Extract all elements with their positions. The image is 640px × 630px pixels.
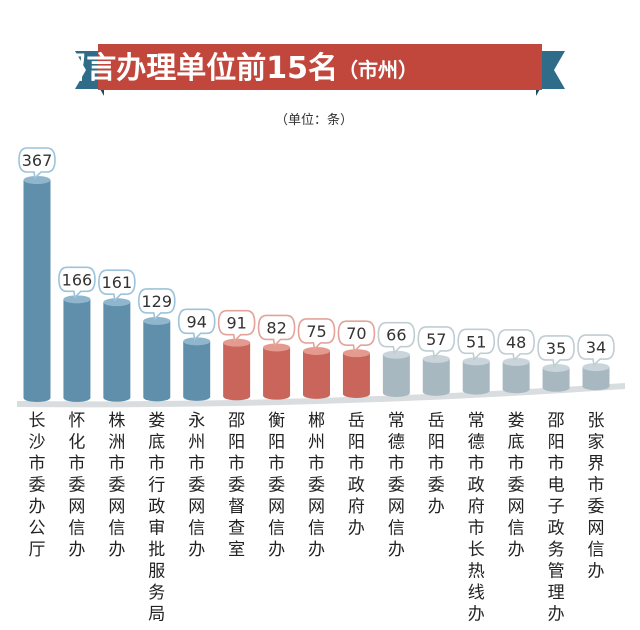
value-bubble (497, 329, 535, 362)
category-label: 衡阳市委网信办 (268, 411, 285, 560)
value-label: 161 (102, 273, 133, 292)
bars (23, 176, 610, 402)
category-label: 株洲市委网信办 (108, 411, 125, 560)
bar-top (263, 343, 291, 352)
bar (223, 342, 251, 401)
category-label: 张家界市委网信办 (588, 411, 605, 582)
value-label: 66 (386, 326, 406, 345)
value-bubble (177, 308, 216, 341)
title-banner: 留言办理单位前15名 （市州） (56, 44, 565, 96)
bar (422, 358, 450, 396)
bar (23, 180, 51, 402)
value-label: 82 (266, 318, 286, 337)
bar (183, 341, 211, 401)
value-label: 57 (426, 330, 446, 349)
value-bubble (417, 326, 456, 359)
bar-top (542, 363, 570, 372)
value-bubble (217, 309, 256, 343)
base-shadow (17, 383, 625, 408)
bar-top (23, 176, 51, 184)
value-bubble (537, 335, 575, 368)
category-label: 常德市政府市长热线办 (468, 411, 485, 625)
bar (263, 347, 291, 400)
value-label: 91 (226, 314, 246, 333)
bar (103, 302, 131, 402)
bar (342, 353, 370, 398)
value-bubble (297, 318, 336, 351)
bar-top (502, 357, 530, 366)
bar-top (422, 354, 450, 363)
bar (582, 367, 610, 391)
category-label: 长沙市委办公厅 (29, 411, 46, 560)
category-label: 邵阳市委督查室 (228, 411, 245, 560)
ribbon-left (75, 51, 104, 89)
bar (143, 320, 171, 402)
value-bubble (377, 321, 416, 355)
value-label: 70 (346, 324, 366, 343)
value-labels: 367 166 161 129 94 91 82 75 70 66 57 51 48 35 34 (18, 147, 615, 368)
value-label: 94 (187, 312, 207, 331)
bar-top (382, 350, 410, 359)
value-label: 129 (142, 292, 173, 311)
value-label: 48 (506, 333, 526, 352)
bar (542, 367, 570, 392)
bar (303, 350, 330, 399)
value-label: 35 (546, 339, 566, 358)
bar (382, 354, 410, 397)
value-label: 367 (22, 151, 53, 170)
ribbon-right (536, 51, 565, 89)
ribbon-fold-right (536, 89, 540, 96)
category-label: 岳阳市委办 (428, 411, 445, 517)
value-bubble (137, 288, 176, 321)
bar-top (103, 298, 131, 307)
category-label: 娄底市行政审批服务局 (148, 411, 165, 625)
category-labels: 长沙市委办公厅 怀化市委网信办 株洲市委网信办 娄底市行政审批服务局 永州市委网信办 邵阳… (29, 411, 605, 625)
category-label: 永州市委网信办 (188, 411, 205, 560)
bar-top (582, 363, 610, 372)
unit-label: （单位：条） (275, 112, 353, 128)
base-curve (17, 383, 625, 408)
bar (462, 361, 490, 395)
category-label: 常德市委网信办 (388, 411, 405, 560)
chart-title: 留言办理单位前15名 (56, 51, 338, 86)
value-bubble (337, 320, 376, 353)
banner-body (98, 44, 542, 90)
bar-top (303, 346, 330, 355)
category-label: 郴州市委网信办 (308, 411, 325, 560)
bar-top (63, 295, 91, 304)
bar (63, 299, 91, 402)
bar (502, 361, 530, 394)
bar-top (223, 338, 251, 347)
ribbon-fold-left (100, 89, 104, 96)
chart-title-suffix: （市州） (338, 58, 418, 82)
category-label: 娄底市委网信办 (508, 411, 525, 560)
category-label: 怀化市委网信办 (68, 411, 85, 560)
value-label: 34 (586, 338, 606, 357)
value-label: 75 (306, 322, 326, 341)
value-bubble (457, 328, 496, 361)
bar-top (183, 337, 211, 346)
bar-top (462, 357, 490, 366)
value-label: 51 (466, 332, 486, 351)
bar-top (143, 316, 171, 325)
value-bubble (257, 314, 296, 348)
value-bubble (18, 147, 56, 180)
value-bubble (577, 334, 615, 367)
category-label: 岳阳市政府办 (348, 411, 365, 539)
bar-top (342, 349, 370, 358)
value-bubble (98, 269, 136, 302)
category-label: 邵阳市电子政务管理办 (548, 411, 565, 625)
value-bubble (58, 266, 96, 299)
value-label: 166 (62, 270, 93, 289)
